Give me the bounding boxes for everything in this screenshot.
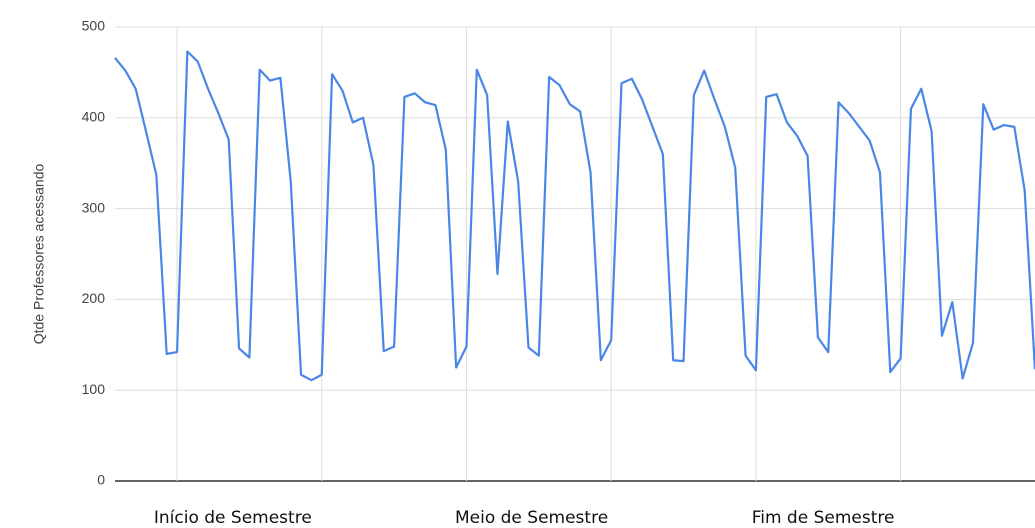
- y-tick-label: 0: [97, 472, 105, 488]
- x-tick-label: Fim de Semestre: [752, 508, 895, 528]
- x-tick-label: Início de Semestre: [154, 508, 312, 528]
- y-tick-label: 100: [82, 381, 106, 397]
- data-line: [114, 50, 1035, 382]
- y-tick-label: 200: [82, 290, 106, 306]
- y-tick-label: 400: [82, 109, 106, 125]
- y-tick-label: 500: [82, 18, 106, 34]
- x-tick-label: Meio de Semestre: [455, 508, 608, 528]
- y-tick-label: 300: [82, 199, 106, 215]
- y-axis-title: Qtde Professores acessando: [31, 164, 47, 345]
